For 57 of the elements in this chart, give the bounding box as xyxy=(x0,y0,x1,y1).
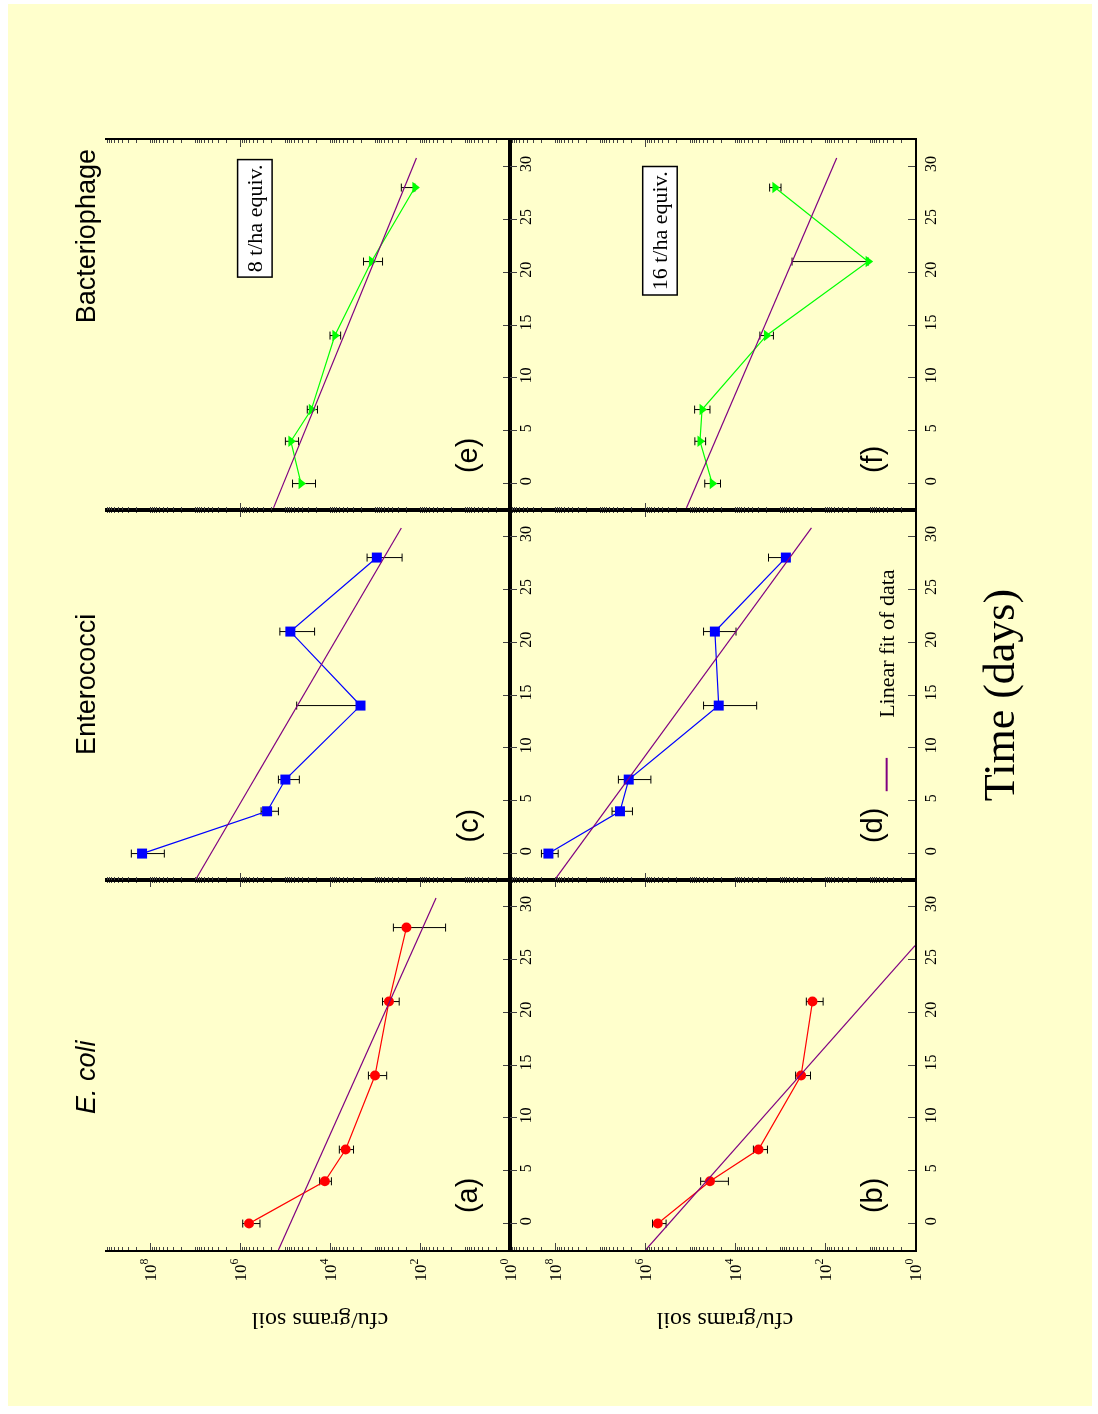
y-tick-label: 20 xyxy=(921,1001,939,1018)
y-tick-label: 25 xyxy=(921,948,939,965)
y-tick-label: 20 xyxy=(921,261,939,278)
y-tick-label: 5 xyxy=(516,794,534,803)
y-tick-label: 20 xyxy=(921,631,939,648)
y-tick-label: 25 xyxy=(921,578,939,595)
text: Linear fit of data xyxy=(874,569,900,718)
annotation: (a) xyxy=(451,1177,484,1214)
y-tick-label: 0 xyxy=(516,847,534,856)
text: Enterococci xyxy=(71,613,102,755)
y-tick-label: 25 xyxy=(516,578,534,595)
annotation: (c) xyxy=(451,808,484,843)
y-tick-label: 20 xyxy=(516,261,534,278)
y-tick-label: 0 xyxy=(516,477,534,486)
y-tick-label: 15 xyxy=(516,314,534,331)
y-tick-label: 10 xyxy=(921,737,939,754)
y-tick-label: 10 xyxy=(921,1107,939,1124)
y-tick-label: 30 xyxy=(516,156,534,173)
y-tick-label: 30 xyxy=(921,156,939,173)
annotation: (d) xyxy=(856,807,889,844)
annotation: (e) xyxy=(451,437,484,474)
y-tick-label: 5 xyxy=(921,794,939,803)
y-axis-title: Time (days) xyxy=(974,588,1024,802)
y-tick-label: 0 xyxy=(921,1217,939,1226)
y-tick-label: 10 xyxy=(921,367,939,384)
y-tick-label: 0 xyxy=(516,1217,534,1226)
annotation: 8 t/ha equiv. xyxy=(242,164,268,273)
y-tick-label: 20 xyxy=(516,631,534,648)
y-tick-label: 20 xyxy=(516,1001,534,1018)
y-tick-label: 25 xyxy=(516,208,534,225)
y-tick-label: 25 xyxy=(516,948,534,965)
y-tick-label: 15 xyxy=(921,314,939,331)
y-tick-label: 15 xyxy=(516,1054,534,1071)
y-tick-label: 15 xyxy=(921,684,939,701)
text: E. coli xyxy=(70,1039,101,1115)
text: Bacteriophage xyxy=(70,149,101,324)
y-tick-label: 10 xyxy=(516,1107,534,1124)
y-tick-label: 5 xyxy=(516,1164,534,1173)
y-tick-label: 5 xyxy=(921,424,939,433)
y-tick-label: 5 xyxy=(516,424,534,433)
y-tick-label: 30 xyxy=(921,526,939,543)
y-tick-label: 25 xyxy=(921,208,939,225)
y-tick-label: 30 xyxy=(516,526,534,543)
annotation: (f) xyxy=(856,445,889,474)
y-tick-label: 0 xyxy=(921,477,939,486)
y-tick-label: 10 xyxy=(516,737,534,754)
annotation: (b) xyxy=(856,1177,889,1214)
annotation: 16 t/ha equiv. xyxy=(647,171,673,291)
y-tick-label: 10 xyxy=(516,367,534,384)
x-axis-title: cfu/grams soil xyxy=(656,1307,794,1334)
y-tick-label: 15 xyxy=(921,1054,939,1071)
x-axis-title: cfu/grams soil xyxy=(251,1307,389,1334)
y-tick-label: 30 xyxy=(516,896,534,913)
y-tick-label: 5 xyxy=(921,1164,939,1173)
y-tick-label: 0 xyxy=(921,847,939,856)
y-tick-label: 30 xyxy=(921,896,939,913)
y-tick-label: 15 xyxy=(516,684,534,701)
